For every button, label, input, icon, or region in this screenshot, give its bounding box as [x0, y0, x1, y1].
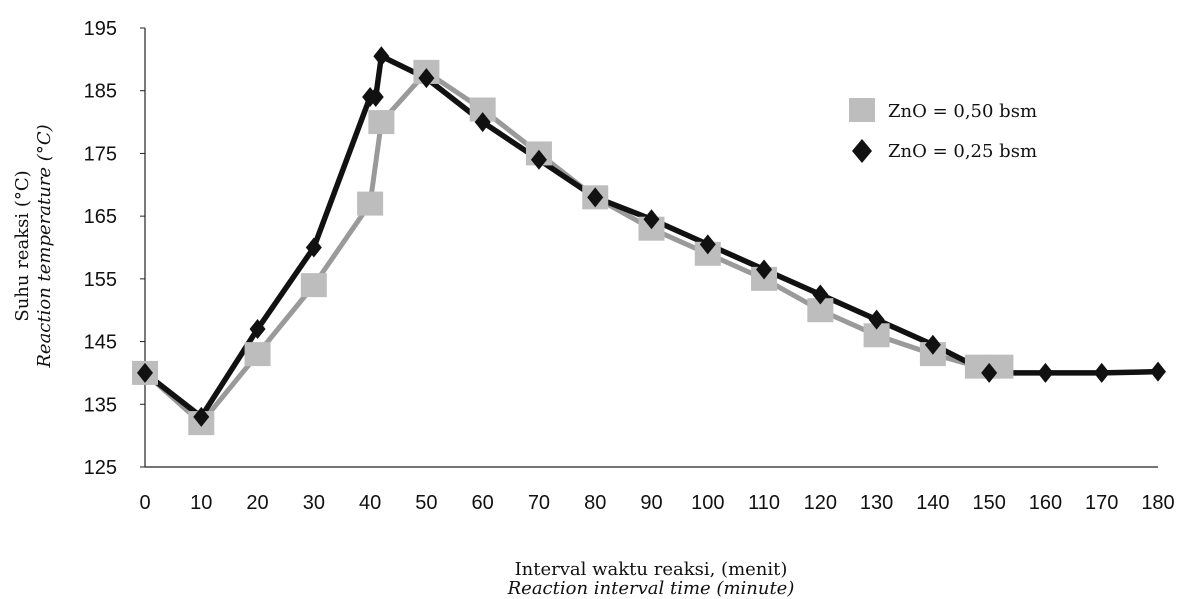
data-point-diamond	[1093, 362, 1110, 383]
x-tick-label: 30	[303, 492, 325, 514]
y-tick-label: 165	[84, 206, 117, 228]
data-point-diamond	[373, 46, 390, 67]
y-tick-label: 175	[84, 143, 117, 165]
x-tick-label: 70	[528, 492, 550, 514]
data-point-diamond	[249, 319, 266, 340]
x-tick-label: 10	[190, 492, 212, 514]
y-tick-label: 125	[84, 457, 117, 479]
legend: ZnO = 0,50 bsm ZnO = 0,25 bsm	[849, 98, 1037, 163]
data-point-square	[300, 273, 327, 298]
y-axis-title-translation: Reaction temperature (°C)	[34, 124, 55, 368]
data-point-diamond	[305, 237, 322, 258]
data-point-diamond	[530, 149, 547, 170]
x-tick-label: 100	[691, 492, 724, 514]
x-tick-label: 140	[916, 492, 949, 514]
data-point-diamond	[981, 362, 998, 383]
data-point-diamond	[418, 68, 435, 89]
legend-marker-diamond	[852, 139, 872, 163]
data-point-diamond	[924, 334, 941, 355]
legend-label: ZnO = 0,50 bsm	[888, 101, 1037, 122]
x-tick-label: 60	[472, 492, 494, 514]
x-tick-label: 150	[972, 492, 1005, 514]
x-tick-label: 120	[804, 492, 837, 514]
legend-label: ZnO = 0,25 bsm	[888, 141, 1037, 162]
legend-marker-square	[849, 98, 875, 122]
data-point-diamond	[812, 284, 829, 305]
data-point-diamond	[474, 112, 491, 133]
y-tick-label: 135	[84, 394, 117, 416]
data-point-square	[368, 110, 395, 135]
x-tick-label: 110	[748, 492, 780, 514]
x-tick-label: 50	[415, 492, 437, 514]
x-tick-label: 0	[139, 492, 150, 514]
x-tick-label: 90	[640, 492, 662, 514]
data-point-diamond	[1037, 362, 1054, 383]
x-tick-label: 40	[359, 492, 381, 514]
data-point-diamond	[367, 86, 384, 107]
x-tick-label: 130	[860, 492, 893, 514]
data-point-diamond	[643, 209, 660, 230]
y-tick-label: 155	[84, 269, 117, 291]
axes: 125 135 145 155 165 175 185 195 0 10 20 30 40 50 60 70 8…	[84, 18, 1175, 514]
y-tick-label: 195	[84, 18, 117, 40]
data-point-diamond	[868, 309, 885, 330]
data-point-diamond	[137, 362, 153, 383]
data-point-diamond	[193, 406, 210, 427]
data-point-diamond	[756, 259, 773, 280]
data-point-diamond	[1150, 361, 1166, 382]
x-tick-label: 180	[1141, 492, 1174, 514]
x-tick-label: 160	[1029, 492, 1062, 514]
y-tick-label: 185	[84, 81, 117, 103]
data-point-diamond	[699, 234, 716, 255]
data-point-diamond	[587, 187, 604, 208]
x-axis-title: Interval waktu reaksi, (menit)	[515, 559, 788, 580]
x-tick-label: 20	[246, 492, 268, 514]
data-point-square	[357, 191, 384, 216]
x-tick-label: 170	[1085, 492, 1118, 514]
y-axis-title: Suhu reaksi (°C)	[12, 170, 33, 321]
series-line	[143, 69, 1001, 426]
x-tick-label: 80	[584, 492, 606, 514]
y-tick-label: 145	[84, 332, 117, 354]
data-point-square	[244, 342, 271, 367]
data-series	[132, 46, 1166, 436]
x-axis-title-translation: Reaction interval time (minute)	[507, 578, 795, 599]
